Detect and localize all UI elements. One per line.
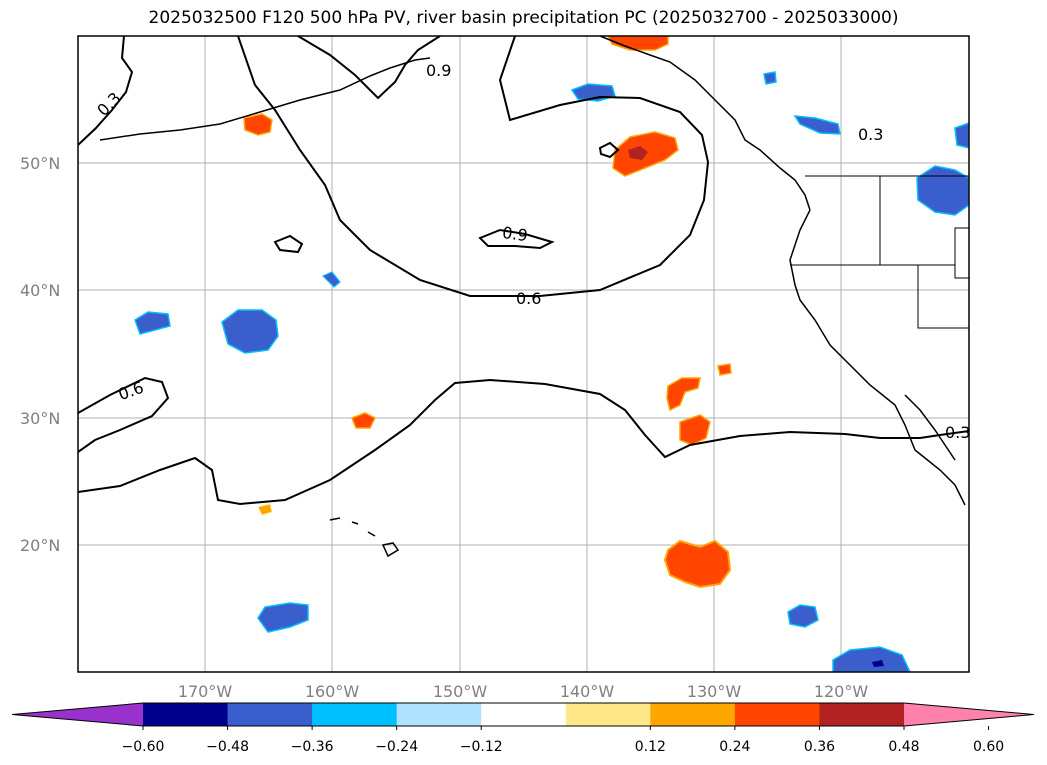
colorbar-tick-label: −0.48: [206, 739, 249, 755]
map-title: 2025032500 F120 500 hPa PV, river basin …: [148, 8, 899, 28]
colorbar-box: [565, 703, 651, 726]
lat-tick-label: 30°N: [20, 409, 60, 428]
colorbar-tick-label: −0.60: [122, 739, 165, 755]
colorbar-tick-label: −0.24: [375, 739, 418, 755]
colorbar-tick-label: 0.12: [635, 739, 666, 755]
negative-anomaly-blob: [321, 271, 341, 288]
colorbar-tick-label: 0.60: [973, 739, 1004, 755]
gridlines: [78, 36, 969, 672]
lon-tick-label: 170°W: [178, 682, 233, 701]
contour-small-loop-2: [598, 141, 620, 159]
positive-anomaly-blob: [351, 412, 377, 429]
negative-anomaly-blob: [787, 604, 819, 628]
contour-label: 0.9: [426, 61, 451, 80]
positive-anomaly-core: [628, 146, 648, 160]
lon-tick-label: 150°W: [433, 682, 488, 701]
lat-tick-label: 20°N: [20, 536, 60, 555]
lat-axis: 50°N 40°N 30°N 20°N: [20, 154, 60, 555]
contour-0.9-north: [297, 36, 441, 100]
positive-anomaly-blob: [717, 363, 732, 376]
contour-0.9-mid: [478, 228, 555, 250]
colorbar: −0.60 −0.48 −0.36 −0.24 −0.12 0.12 0.24 0.36 0.4…: [11, 702, 1035, 755]
negative-anomaly-blob: [221, 309, 279, 354]
state-borders: [790, 176, 969, 329]
political-borders: [790, 175, 969, 329]
colorbar-box: [312, 703, 398, 726]
lat-tick-label: 40°N: [20, 281, 60, 300]
colorbar-tick-label: 0.36: [804, 739, 835, 755]
contour-0.9-ridge: [237, 36, 710, 297]
colorbar-box: [396, 703, 482, 726]
colorbar-tick-label: 0.24: [719, 739, 750, 755]
negative-anomaly-blob: [763, 71, 777, 85]
negative-anomaly-blob: [954, 122, 969, 149]
lat-tick-label: 50°N: [20, 154, 60, 173]
negative-anomaly-blob: [916, 165, 969, 216]
contour-label: 0.3: [858, 125, 883, 144]
lon-tick-label: 130°W: [687, 682, 742, 701]
colorbar-box: [227, 703, 313, 726]
positive-anomaly-blob: [243, 113, 273, 136]
contour-label: 0.3: [945, 423, 970, 442]
contour-0.6-trough: [78, 378, 969, 506]
negative-anomaly-blob: [134, 311, 171, 335]
colorbar-box: [650, 703, 736, 726]
aleutian-islands: [99, 57, 431, 141]
hawaii-islands: [329, 517, 400, 558]
precip-anomalies: [134, 36, 969, 672]
lon-tick-label: 120°W: [814, 682, 869, 701]
north-america-west-coast: [789, 209, 966, 506]
colorbar-tick-label: −0.12: [460, 739, 503, 755]
contour-0.3-nw: [78, 36, 134, 146]
positive-anomaly-blob: [663, 539, 732, 589]
contour-label: 0.9: [501, 223, 529, 245]
lon-tick-label: 160°W: [305, 682, 360, 701]
colorbar-box: [734, 703, 820, 726]
negative-anomaly-blob: [793, 115, 841, 135]
colorbar-box: [819, 703, 905, 726]
negative-anomaly-blob: [832, 646, 911, 672]
colorbar-tick-label: 0.48: [888, 739, 919, 755]
positive-anomaly-blob: [679, 414, 711, 446]
colorbar-box: [481, 703, 567, 726]
positive-anomaly-blob: [607, 36, 669, 51]
contour-label: 0.6: [516, 289, 541, 308]
colorbar-extend-max: [904, 703, 1034, 726]
negative-anomaly-blob: [257, 602, 309, 633]
colorbar-extend-min: [12, 703, 143, 726]
lon-axis: 170°W 160°W 150°W 140°W 130°W 120°W: [178, 682, 869, 701]
positive-anomaly-blob: [666, 377, 701, 412]
map-plot-area: 0.3 0.9 0.9 0.6 0.6 0.3 0.3: [77, 35, 970, 673]
coastlines: [99, 36, 966, 558]
positive-anomaly-blob: [257, 503, 273, 516]
pv-contours: [78, 36, 969, 506]
contour-small-loop: [273, 234, 304, 254]
colorbar-tick-label: −0.36: [291, 739, 334, 755]
contour-0.6-low: [78, 376, 170, 453]
alaska-coast: [599, 36, 811, 211]
negative-anomaly-core: [872, 660, 884, 667]
colorbar-box: [143, 703, 229, 726]
plot-frame: [77, 35, 970, 673]
baja-coast: [904, 394, 956, 461]
lon-tick-label: 140°W: [560, 682, 615, 701]
